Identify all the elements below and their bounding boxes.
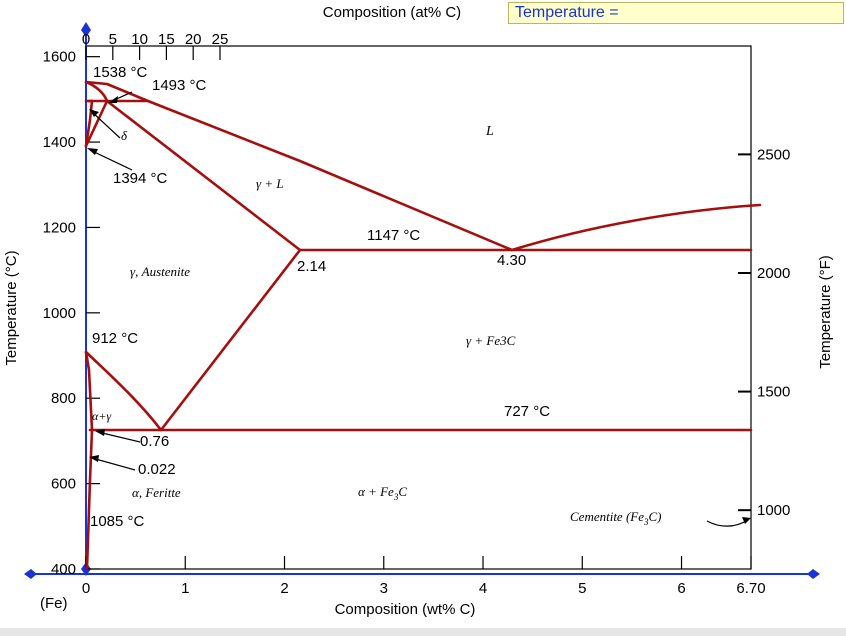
- cementite-end: C): [649, 509, 662, 524]
- top-tick-label: 20: [185, 31, 202, 48]
- bottom-tick-label: 3: [380, 580, 388, 597]
- arrow-head-076: [95, 429, 105, 436]
- left-tick-label: 600: [51, 476, 76, 493]
- label-2-14: 2.14: [297, 258, 326, 275]
- cementite-subscript: 3: [643, 517, 649, 527]
- temperature-readout-label: Temperature =: [515, 4, 619, 21]
- alpha-fe3c-label: α + Fe3C: [358, 484, 407, 502]
- bottom-tick-label: 0: [82, 580, 90, 597]
- label-4-30: 4.30: [497, 252, 526, 269]
- label-1538-bg: [90, 62, 162, 80]
- ferrite-lower: [85, 428, 94, 571]
- liquidus-right: [510, 203, 762, 252]
- label-727: 727 °C: [504, 403, 550, 420]
- ferrite-solvus: [84, 350, 94, 432]
- right-tick-label: 2500: [757, 146, 790, 163]
- bottom-tick-label: 1: [181, 580, 189, 597]
- axis-arrow-left: [24, 569, 37, 579]
- delta-label: δ: [121, 128, 128, 143]
- arrow-cementite: [706, 519, 749, 527]
- alpha-gamma-label: α+γ: [92, 409, 111, 423]
- label-1538: 1538 °C: [93, 64, 148, 81]
- bottom-tick-label: 5: [578, 580, 586, 597]
- gamma-liquid-label: γ + L: [256, 176, 284, 191]
- alpha-fe3c-end: C: [398, 484, 407, 499]
- bottom-tick-label: 6.70: [736, 580, 765, 597]
- top-tick-label: 5: [109, 31, 117, 48]
- top-tick-label: 15: [158, 31, 175, 48]
- left-tick-label: 400: [51, 561, 76, 578]
- solidus-gamma: [105, 99, 302, 252]
- label-1493: 1493 °C: [152, 77, 207, 94]
- bottom-axis-ticks: 0 1 2 3 4 5 6 6.70: [82, 556, 766, 597]
- top-tick-label: 25: [212, 31, 229, 48]
- acm-line: [159, 248, 302, 432]
- label-0-022: 0.022: [138, 461, 176, 478]
- label-0-76: 0.76: [140, 433, 169, 450]
- arrow-0022: [91, 457, 136, 471]
- plot-frame: [85, 45, 752, 570]
- right-tick-label: 2000: [757, 265, 790, 282]
- gamma-fe3c-label: γ + Fe3C: [466, 333, 516, 348]
- right-tick-label: 1000: [757, 502, 790, 519]
- arrow-head-0022: [89, 455, 99, 462]
- alpha-fe3c-subscript: 3: [393, 492, 399, 502]
- left-tick-label: 1000: [43, 305, 76, 322]
- cementite-label: Cementite (Fe3C): [570, 509, 662, 527]
- bottom-tick-label: 2: [280, 580, 288, 597]
- right-axis-title: Temperature (°F): [817, 255, 834, 369]
- axis-arrow-right: [807, 569, 820, 579]
- arrow-delta: [91, 111, 121, 139]
- phase-boundaries: [84, 80, 762, 571]
- left-axis-ticks: 400 600 800 1000 1200 1400 1600: [43, 49, 100, 578]
- cementite-main: Cementite (Fe: [570, 509, 644, 524]
- arrow-076: [97, 431, 141, 443]
- label-1147: 1147 °C: [367, 227, 420, 244]
- top-axis-ticks: 0 5 10 15 20 25: [82, 31, 229, 60]
- axis-arrow-top: [81, 22, 91, 37]
- left-tick-label: 1400: [43, 134, 76, 151]
- arrow-head-cementite: [742, 517, 751, 524]
- label-1394: 1394 °C: [113, 170, 168, 187]
- ferrite-label: α, Feritte: [132, 485, 181, 500]
- annotation-arrows: [89, 91, 749, 527]
- fe-label: (Fe): [40, 595, 68, 612]
- a3-line: [84, 350, 163, 432]
- top-tick-label: 0: [82, 31, 90, 48]
- right-tick-label: 1500: [757, 384, 790, 401]
- delta-liquid-curve: [84, 80, 109, 103]
- austenite-label: γ, Austenite: [130, 264, 190, 279]
- left-tick-label: 1600: [43, 49, 76, 66]
- left-axis-title: Temperature (°C): [3, 250, 20, 365]
- arrow-head-1394: [87, 148, 98, 155]
- label-912: 912 °C: [92, 330, 138, 347]
- arrow-heads: [87, 96, 751, 524]
- top-axis-title: Composition (at% C): [323, 4, 461, 21]
- left-tick-label: 1200: [43, 219, 76, 236]
- alpha-fe3c-main: α + Fe: [358, 484, 394, 499]
- arrow-head-1493: [108, 96, 118, 103]
- bottom-tick-label: 6: [677, 580, 685, 597]
- delta-gamma-lower: [84, 99, 94, 148]
- label-1085: 1085 °C: [90, 513, 145, 530]
- temperature-readout[interactable]: Temperature =: [508, 2, 844, 24]
- liquidus-left: [84, 80, 514, 252]
- bottom-scrollbar-strip: [0, 628, 846, 636]
- bottom-tick-label: 4: [479, 580, 487, 597]
- right-axis-ticks: 1000 1500 2000 2500: [738, 146, 790, 519]
- bottom-axis-title: Composition (wt% C): [335, 601, 476, 618]
- liquid-label: L: [485, 124, 494, 139]
- arrow-head-delta: [89, 109, 99, 117]
- left-tick-label: 800: [51, 390, 76, 407]
- top-tick-label: 10: [131, 31, 148, 48]
- arrow-1394: [89, 149, 133, 171]
